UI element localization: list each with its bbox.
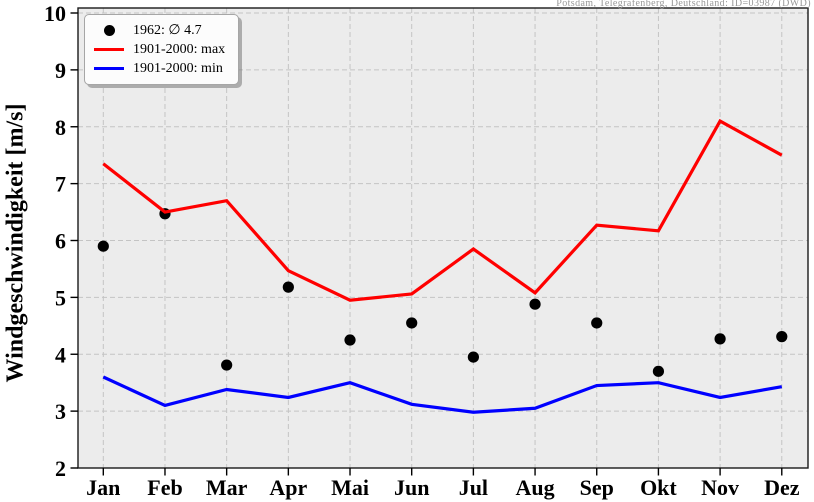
legend: 1962: ∅ 4.7 1901-2000: max 1901-2000: mi… [84, 14, 240, 85]
legend-item-max: 1901-2000: max [94, 40, 225, 59]
legend-label-max: 1901-2000: max [133, 41, 226, 57]
data-point-1962 [406, 317, 418, 329]
y-tick-label: 8 [55, 115, 66, 140]
legend-label-min: 1901-2000: min [133, 60, 223, 76]
legend-label-1962: 1962: ∅ 4.7 [133, 23, 202, 38]
x-tick-label: Apr [269, 475, 307, 500]
data-point-1962 [529, 298, 541, 310]
data-point-1962 [282, 281, 294, 293]
y-tick-label: 7 [55, 172, 66, 197]
data-point-1962 [467, 351, 479, 363]
x-tick-label: Jun [394, 475, 429, 500]
legend-min-line-marker [94, 66, 124, 71]
legend-dot-marker [94, 25, 124, 36]
x-tick-label: Nov [701, 475, 739, 500]
y-tick-label: 6 [55, 229, 66, 254]
x-tick-label: Aug [515, 475, 554, 500]
x-tick-label: Sep [580, 475, 614, 500]
data-point-1962 [776, 331, 788, 343]
x-tick-label: Jan [86, 475, 120, 500]
x-tick-label: Mar [206, 475, 248, 500]
y-tick-label: 3 [55, 399, 66, 424]
x-tick-label: Dez [764, 475, 800, 500]
legend-item-1962: 1962: ∅ 4.7 [94, 21, 225, 40]
data-point-1962 [97, 240, 109, 252]
y-tick-label: 5 [55, 285, 66, 310]
x-tick-label: Okt [640, 475, 677, 500]
data-point-1962 [652, 365, 665, 377]
data-point-1962 [221, 359, 233, 371]
data-point-1962 [344, 334, 356, 346]
y-tick-label: 4 [55, 342, 66, 367]
x-tick-label: Feb [147, 475, 182, 500]
y-tick-label: 9 [55, 58, 66, 83]
y-tick-label: 10 [44, 1, 66, 26]
data-line [102, 118, 783, 302]
data-point-1962 [714, 333, 726, 345]
legend-item-min: 1901-2000: min [94, 59, 225, 78]
y-axis-title: Windgeschwindigkeit [m/s] [2, 103, 29, 383]
x-tick-label: Mai [331, 475, 369, 500]
station-label: Potsdam, Telegrafenberg, Deutschland: ID… [556, 0, 811, 9]
legend-max-line-marker [94, 47, 124, 52]
data-point-1962 [591, 317, 603, 329]
plot-frame [77, 7, 809, 469]
data-line [102, 375, 783, 414]
x-tick-label: Jul [459, 475, 488, 500]
y-tick-label: 2 [55, 456, 66, 481]
